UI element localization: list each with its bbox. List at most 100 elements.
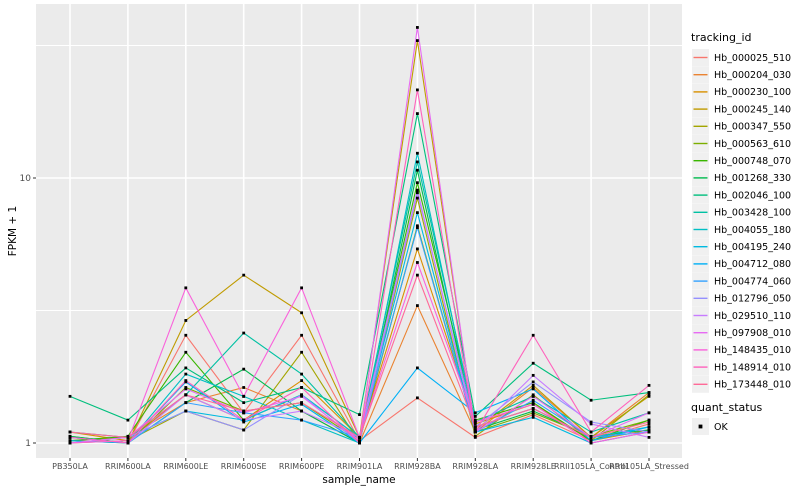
data-point (473, 418, 477, 422)
data-point (358, 439, 361, 443)
data-point (416, 247, 419, 251)
legend-label: Hb_000563_610 (714, 139, 791, 150)
data-point (416, 26, 419, 29)
data-point (531, 383, 535, 387)
data-point (473, 422, 477, 426)
data-point (358, 413, 361, 416)
data-point (300, 379, 303, 382)
data-point (531, 411, 535, 415)
data-point (531, 386, 535, 389)
data-point (68, 430, 72, 434)
data-point (647, 391, 651, 394)
data-point (416, 191, 419, 195)
data-point (300, 350, 303, 354)
data-point (126, 435, 130, 439)
data-point (473, 411, 477, 415)
data-point (647, 425, 651, 429)
legend-item-Hb_000204_030: Hb_000204_030 (692, 66, 791, 84)
legend-item-Hb_003428_100: Hb_003428_100 (692, 203, 791, 221)
data-point (126, 441, 130, 445)
data-point (531, 393, 535, 397)
legend-title-tracking-id: tracking_id (691, 31, 752, 44)
data-point (531, 413, 535, 416)
data-point (358, 441, 361, 445)
data-point (184, 372, 188, 376)
data-point (300, 333, 303, 337)
x-tick-label: RRIM928LA (452, 462, 498, 471)
data-point (300, 402, 303, 406)
data-point (473, 415, 477, 418)
data-point (531, 409, 535, 413)
data-point (647, 420, 651, 424)
data-point (647, 428, 651, 432)
legend-tracking-id: Hb_000025_510 Hb_000204_030 Hb_000230_100 H… (692, 49, 791, 393)
data-point (473, 434, 477, 438)
x-tick-label: PB350LA (52, 462, 88, 471)
data-point (531, 402, 535, 406)
data-point (416, 304, 419, 307)
data-point (184, 409, 188, 413)
data-point (184, 379, 188, 382)
legend-label: Hb_004055_180 (714, 225, 791, 236)
x-tick-label: RRII105LA_Control (554, 462, 628, 471)
data-point (184, 387, 188, 391)
x-tick-label: RRIM600LE (163, 462, 208, 471)
legend-item-Hb_000563_610: Hb_000563_610 (692, 135, 791, 152)
legend-label: Hb_012796_050 (714, 294, 791, 305)
data-point (531, 387, 535, 391)
data-point (647, 418, 651, 422)
data-point (416, 88, 419, 92)
data-point (589, 435, 593, 439)
legend-item-Hb_148435_010: Hb_148435_010 (692, 341, 791, 359)
data-point (531, 415, 535, 419)
data-point (531, 407, 535, 410)
data-point (416, 366, 419, 370)
data-point (416, 211, 419, 215)
y-axis-title: FPKM + 1 (7, 205, 19, 257)
data-point (242, 401, 246, 405)
data-point (416, 168, 419, 172)
data-point (531, 373, 535, 377)
data-point (184, 393, 188, 397)
data-point (300, 372, 303, 376)
legend-item-Hb_004712_080: Hb_004712_080 (692, 255, 791, 273)
data-point (242, 367, 246, 371)
data-point (242, 273, 246, 277)
data-point (473, 420, 477, 424)
legend-item-Hb_173448_010: Hb_173448_010 (692, 375, 791, 393)
y-tick-label: 1 (25, 439, 31, 449)
data-point (242, 386, 246, 389)
data-point (358, 435, 361, 439)
data-point (68, 441, 72, 445)
data-point (647, 393, 651, 397)
legend-label: Hb_004774_060 (714, 276, 791, 287)
data-point (647, 430, 651, 434)
legend-item-Hb_000748_070: Hb_000748_070 (692, 152, 791, 170)
legend-label: Hb_000204_030 (714, 70, 791, 81)
data-point (416, 396, 419, 400)
data-point (589, 441, 593, 445)
legend-label: Hb_173448_010 (714, 380, 791, 391)
legend-label: Hb_000230_100 (714, 87, 791, 98)
data-point (184, 350, 188, 354)
legend-label: Hb_097908_010 (714, 328, 791, 339)
data-point (184, 366, 188, 370)
legend-item-Hb_000025_510: Hb_000025_510 (692, 49, 791, 66)
legend-label: Hb_004712_080 (714, 259, 791, 270)
legend-label: Hb_000025_510 (714, 53, 791, 64)
data-point (531, 401, 535, 405)
legend-item-Hb_004195_240: Hb_004195_240 (692, 238, 791, 256)
data-point (589, 422, 593, 426)
legend-item-Hb_097908_010: Hb_097908_010 (692, 324, 791, 342)
data-point (473, 428, 477, 432)
data-point (589, 398, 593, 402)
axes: 1 10 PB350LA RRIM600LA RRIM600LE RRIM600SE RRI… (20, 174, 689, 471)
legend-item-Hb_029510_110: Hb_029510_110 (692, 307, 791, 324)
x-tick-label: RRIM600SE (221, 462, 267, 471)
data-point (416, 196, 419, 200)
data-point (416, 39, 419, 42)
data-point (300, 418, 303, 422)
legend-label: Hb_003428_100 (714, 208, 791, 219)
